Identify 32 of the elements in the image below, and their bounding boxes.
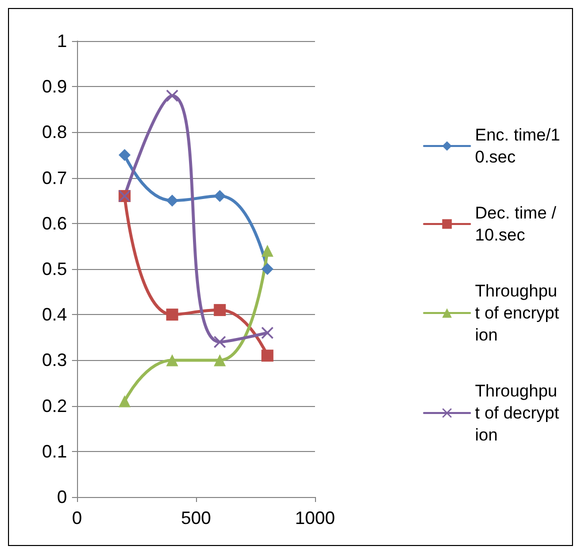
y-tick-label: 0 bbox=[56, 487, 67, 507]
point bbox=[214, 336, 226, 348]
legend-label: Throughput of encryption bbox=[475, 282, 560, 344]
y-tick-label: 0.5 bbox=[42, 259, 67, 279]
point bbox=[261, 350, 274, 362]
y-tick-label: 0.2 bbox=[42, 396, 67, 416]
y-tick-label: 0.8 bbox=[42, 122, 67, 142]
legend-label: Enc. time/10.sec bbox=[475, 126, 560, 166]
y-tick-label: 0.7 bbox=[42, 168, 67, 188]
point bbox=[261, 244, 274, 257]
y-tick-label: 0.3 bbox=[42, 350, 67, 370]
point bbox=[166, 354, 178, 366]
point bbox=[261, 326, 274, 339]
x-tick-label: 1000 bbox=[294, 508, 336, 528]
point bbox=[118, 149, 131, 161]
x-tick-label: 0 bbox=[72, 508, 82, 528]
point bbox=[214, 190, 226, 202]
y-tick-label: 1 bbox=[56, 31, 67, 51]
y-tick-label: 0.6 bbox=[42, 213, 67, 234]
point bbox=[118, 395, 131, 408]
x-tick-label: 500 bbox=[180, 508, 212, 528]
point bbox=[166, 90, 178, 102]
legend-label: Dec. time /10.sec bbox=[475, 204, 557, 244]
y-tick-label: 0.9 bbox=[42, 76, 67, 97]
point bbox=[166, 308, 178, 321]
y-tick-label: 0.4 bbox=[42, 304, 67, 325]
y-tick-label: 0.1 bbox=[42, 441, 67, 462]
point bbox=[214, 304, 226, 316]
legend-label: Throughput of decryption bbox=[475, 382, 560, 444]
point bbox=[166, 194, 178, 207]
point bbox=[261, 263, 274, 275]
point bbox=[214, 354, 226, 366]
